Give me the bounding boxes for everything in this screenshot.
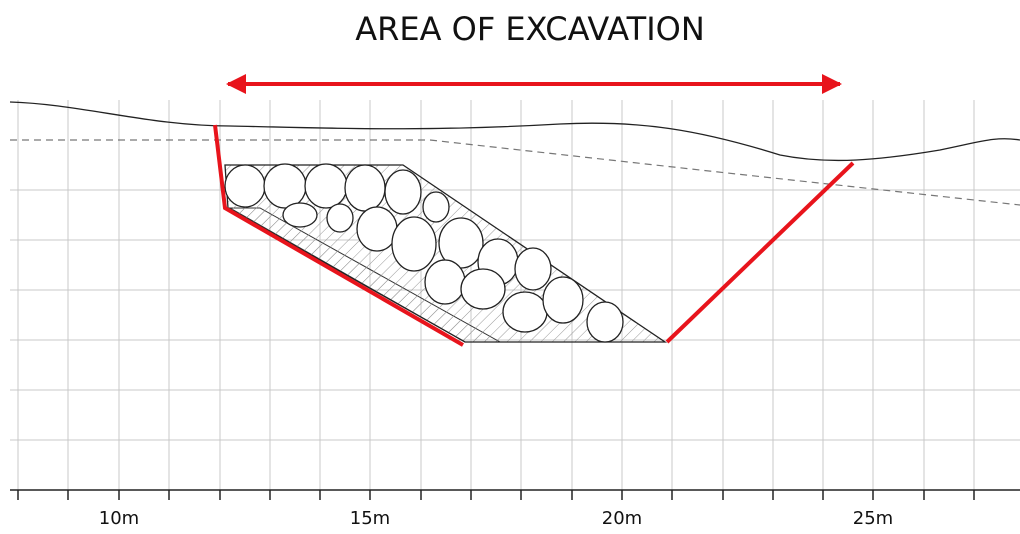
title: AREA OF EXCAVATION [355,10,705,48]
axis-label: 10m [99,508,139,529]
excavation-right [665,161,855,344]
axis-label: 25m [853,508,893,529]
water-line [10,139,1020,206]
ground-line [9,101,1020,162]
axis-label: 20m [602,508,642,529]
x-axis [10,489,1020,500]
excavation-left [213,124,464,347]
gabion [224,163,668,343]
axis-label: 15m [350,508,390,529]
